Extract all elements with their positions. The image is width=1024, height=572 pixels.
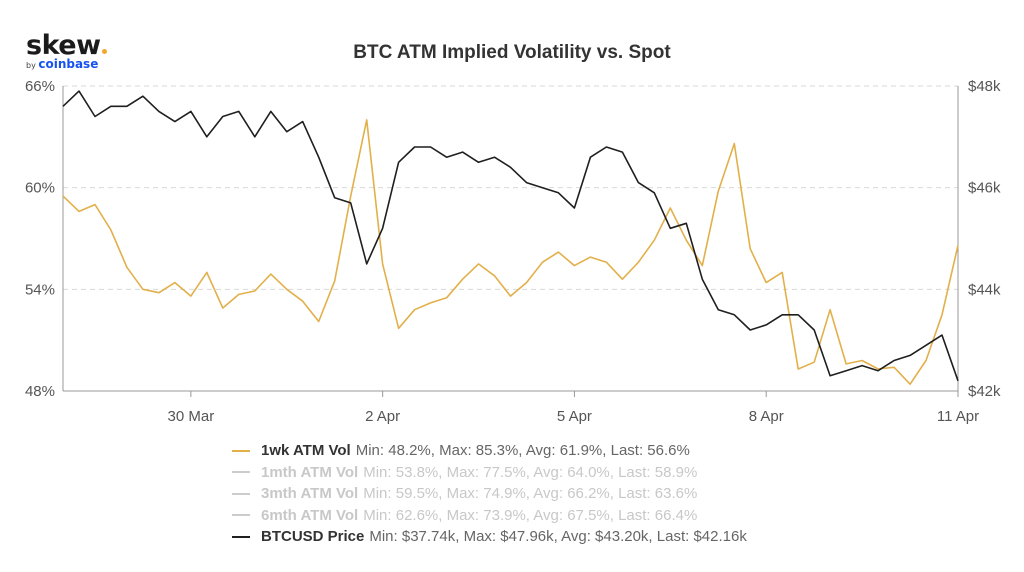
y-right-tick-label: $42k <box>968 383 1001 400</box>
legend-item-1mth-atm-vol[interactable]: 1mth ATM Vol Min: 53.8%, Max: 77.5%, Avg:… <box>232 462 747 484</box>
legend-item-1wk-atm-vol[interactable]: 1wk ATM Vol Min: 48.2%, Max: 85.3%, Avg: … <box>232 440 747 462</box>
x-tick-label: 11 Apr <box>937 408 979 425</box>
legend-series-stats: Min: 59.5%, Max: 74.9%, Avg: 66.2%, Last… <box>363 485 698 503</box>
series-line-1wk-atm-vol <box>62 119 959 385</box>
y-right-tick-label: $46k <box>968 180 1001 197</box>
legend-item-6mth-atm-vol[interactable]: 6mth ATM Vol Min: 62.6%, Max: 73.9%, Avg:… <box>232 505 747 527</box>
legend-series-stats: Min: 48.2%, Max: 85.3%, Avg: 61.9%, Last… <box>355 442 690 460</box>
legend-swatch <box>232 471 250 474</box>
y-right-tick-label: $48k <box>968 78 1001 95</box>
skew-logo: skew by coinbase <box>26 32 107 72</box>
legend-item-btcusd-price[interactable]: BTCUSD Price Min: $37.74k, Max: $47.96k, … <box>232 526 747 548</box>
series-line-btcusd-price <box>62 90 959 382</box>
y-right-tick-label: $44k <box>968 281 1001 298</box>
legend-swatch <box>232 492 250 495</box>
gridlines <box>63 85 958 290</box>
y-left-tick-label: 66% <box>25 78 55 95</box>
chart-title: BTC ATM Implied Volatility vs. Spot <box>353 42 671 63</box>
legend: 1wk ATM Vol Min: 48.2%, Max: 85.3%, Avg: … <box>232 440 747 548</box>
legend-series-stats: Min: 53.8%, Max: 77.5%, Avg: 64.0%, Last… <box>363 463 698 481</box>
chart-svg: 48% 54% 60% 66% $42k $44k $46k $48k 30 Mar 2 Apr 5… <box>25 78 1001 425</box>
legend-series-stats: Min: $37.74k, Max: $47.96k, Avg: $43.20k… <box>369 528 747 546</box>
logo-dot-icon <box>101 49 107 54</box>
x-tick-label: 2 Apr <box>365 408 400 425</box>
y-left-tick-label: 60% <box>25 180 55 197</box>
logo-byline: by coinbase <box>26 57 99 71</box>
x-tick-label: 30 Mar <box>168 408 215 425</box>
y-left-tick-label: 48% <box>25 383 55 400</box>
x-tick-label: 5 Apr <box>557 408 592 425</box>
legend-series-name: 3mth ATM Vol <box>261 485 359 503</box>
logo-brand: coinbase <box>38 57 99 71</box>
axes: 48% 54% 60% 66% $42k $44k $46k $48k 30 Mar 2 Apr 5… <box>25 78 1001 425</box>
series-lines <box>62 90 959 385</box>
legend-swatch <box>232 535 250 538</box>
legend-series-stats: Min: 62.6%, Max: 73.9%, Avg: 67.5%, Last… <box>363 506 698 524</box>
logo-wordmark: skew <box>26 32 107 59</box>
legend-swatch <box>232 514 250 517</box>
legend-series-name: 1wk ATM Vol <box>261 442 351 460</box>
legend-series-name: 6mth ATM Vol <box>261 506 359 524</box>
y-left-tick-label: 54% <box>25 281 55 298</box>
legend-series-name: 1mth ATM Vol <box>261 463 359 481</box>
legend-series-name: BTCUSD Price <box>261 528 365 546</box>
legend-item-3mth-atm-vol[interactable]: 3mth ATM Vol Min: 59.5%, Max: 74.9%, Avg:… <box>232 483 747 505</box>
legend-swatch <box>232 449 250 452</box>
x-tick-label: 8 Apr <box>749 408 784 425</box>
